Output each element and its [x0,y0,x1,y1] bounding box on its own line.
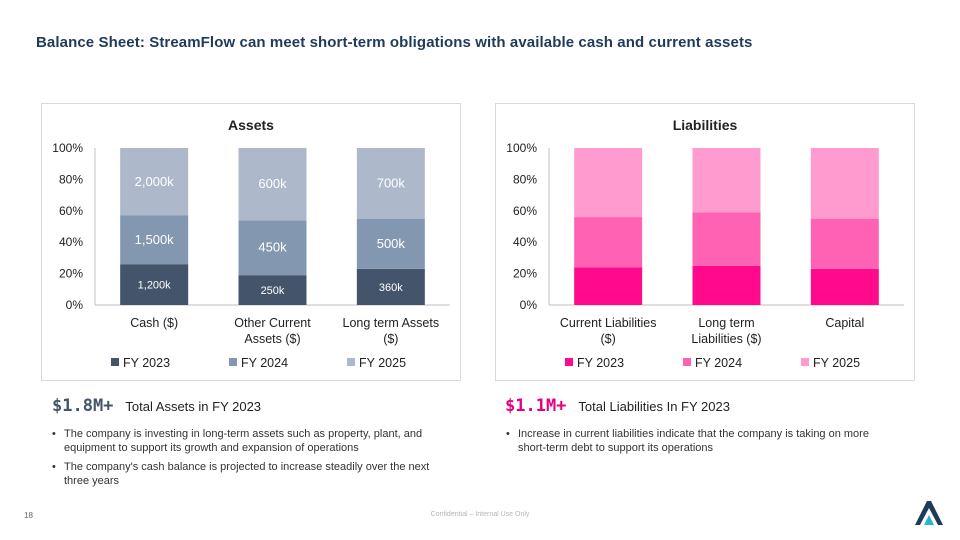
liabilities-legend-swatch [565,358,573,366]
liabilities-category-label: Liabilities ($) [691,332,761,346]
assets-data-label: 250k [261,285,285,297]
liabilities-y-tick-label: 80% [513,172,537,186]
page-number: 18 [24,511,33,520]
assets-kpi-value: $1.8M+ [52,396,114,416]
liabilities-chart-svg: Liabilities 0% 20% 40% 60% 80% 100% Current Lia… [506,117,904,370]
assets-bar-segment [356,148,425,219]
assets-bullets: The company is investing in long-term as… [50,427,442,493]
liabilities-y-tick-label: 0% [520,298,538,312]
liabilities-bar-segment [574,267,643,305]
liabilities-y-tick-label: 60% [513,204,537,218]
assets-category-label: Assets ($) [244,332,300,346]
liabilities-y-tick-label: 40% [513,235,537,249]
assets-chart-title: Assets [228,117,274,133]
assets-legend-swatch [111,358,119,366]
assets-bar-segment [120,148,189,216]
assets-kpi-label: Total Assets in FY 2023 [125,399,262,414]
company-logo-icon [915,501,943,525]
assets-bar-segment [120,264,189,305]
liabilities-bar-segment [810,148,879,219]
assets-category-label: ($) [383,332,398,346]
liabilities-category-label: ($) [601,332,616,346]
assets-data-label: 500k [377,236,406,251]
liabilities-y-tick-label: 100% [506,141,537,155]
liabilities-category-label: Long term [698,316,754,330]
assets-y-tick-label: 100% [52,141,83,155]
liabilities-legend-swatch [801,358,809,366]
liabilities-bar-segment [692,148,761,213]
liabilities-kpi-label: Total Liabilities In FY 2023 [578,399,730,414]
assets-chart-svg: Assets 0% 20% 40% 60% 80% 100% 1,200k 1,500k 2,00… [52,117,450,370]
liabilities-legend-label: FY 2024 [695,356,742,370]
liabilities-legend-label: FY 2025 [813,356,860,370]
assets-bar-segment [356,268,425,305]
liabilities-bar-segment [692,212,761,266]
liabilities-bar-segment [692,265,761,305]
assets-legend-swatch [347,358,355,366]
assets-bar-segment [120,215,189,265]
assets-data-label: 2,000k [135,174,175,189]
liabilities-category-label: Current Liabilities [560,316,657,330]
assets-legend-label: FY 2023 [123,356,170,370]
liabilities-y-tick-label: 20% [513,267,537,281]
assets-chart: Assets 0% 20% 40% 60% 80% 100% 1,200k 1,500k 2,00… [41,103,461,381]
assets-data-label: 1,200k [138,280,172,292]
liabilities-bullets: Increase in current liabilities indicate… [504,427,896,460]
assets-y-tick-label: 40% [59,235,83,249]
assets-y-tick-label: 80% [59,172,83,186]
assets-bullet: The company is investing in long-term as… [50,427,442,455]
liabilities-bullet: Increase in current liabilities indicate… [504,427,896,455]
liabilities-chart-title: Liabilities [673,117,738,133]
assets-legend-label: FY 2024 [241,356,288,370]
liabilities-bar-segment [574,217,643,268]
assets-data-label: 450k [258,240,287,255]
liabilities-legend-swatch [683,358,691,366]
assets-category-label: Other Current [234,316,311,330]
assets-data-label: 600k [258,176,287,191]
assets-legend-label: FY 2025 [359,356,406,370]
assets-bar-segment [356,218,425,269]
assets-kpi: $1.8M+ Total Assets in FY 2023 [52,396,261,416]
assets-category-label: Cash ($) [130,316,178,330]
liabilities-category-label: Capital [825,316,864,330]
assets-bar-segment [238,220,307,276]
liabilities-bar-segment [810,268,879,305]
liabilities-legend-label: FY 2023 [577,356,624,370]
assets-y-tick-label: 60% [59,204,83,218]
assets-bar-segment [238,275,307,305]
assets-y-tick-label: 20% [59,267,83,281]
liabilities-bar-segment [810,218,879,269]
liabilities-bar-segment [574,148,643,218]
assets-data-label: 1,500k [135,232,175,247]
liabilities-kpi-value: $1.1M+ [505,396,567,416]
assets-bar-segment [238,148,307,221]
assets-data-label: 360k [379,282,403,294]
confidential-note: Confidential – Internal Use Only [430,511,530,518]
liabilities-chart: Liabilities 0% 20% 40% 60% 80% 100% Current Lia… [495,103,915,381]
slide-title: Balance Sheet: StreamFlow can meet short… [36,34,753,51]
assets-data-label: 700k [377,175,406,190]
assets-category-label: Long term Assets [343,316,440,330]
assets-legend-swatch [229,358,237,366]
assets-bullet: The company's cash balance is projected … [50,460,442,488]
liabilities-kpi: $1.1M+ Total Liabilities In FY 2023 [505,396,730,416]
assets-y-tick-label: 0% [66,298,84,312]
